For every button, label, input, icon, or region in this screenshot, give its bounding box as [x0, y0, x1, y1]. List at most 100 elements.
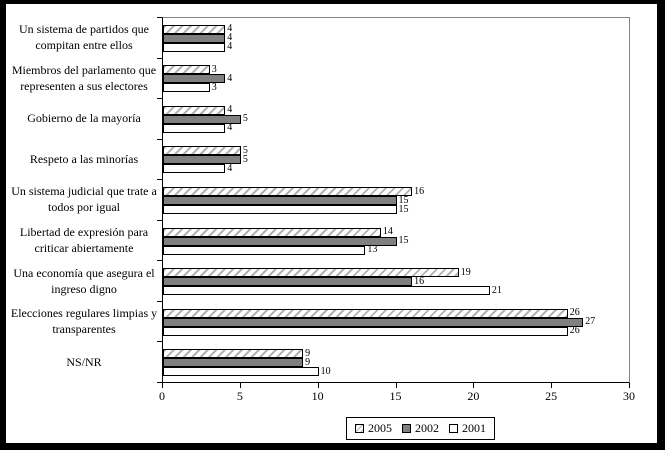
bar-2005-cat7: 26: [163, 308, 580, 318]
legend-item-2005: 2005: [355, 422, 392, 435]
bar-value-label: 10: [320, 365, 331, 377]
bar-value-label: 26: [569, 307, 580, 319]
bar-2002-cat0: 4: [163, 33, 232, 43]
category-label: Un sistema judicial que trate a todos po…: [11, 184, 157, 215]
bar-value-label: 5: [242, 144, 248, 156]
plot-area: 4 4 4 3 4 3 4 5 4 5 5 4 16 15 15 14 15 13 19 16 21 26 27 26 9 9 10: [162, 17, 630, 383]
bar-2001-cat5: 13: [163, 245, 377, 255]
category-label: Una economía que asegura el ingreso dign…: [13, 265, 155, 296]
category-label: NS/NR: [66, 354, 102, 369]
x-tick-label: 25: [545, 389, 558, 403]
bar-2005-cat3: 5: [163, 145, 248, 156]
legend-label: 2002: [415, 421, 439, 435]
x-axis-tick: [162, 383, 163, 388]
bar-value-label: 9: [305, 356, 311, 368]
bar-2002-cat6: 16: [163, 276, 424, 287]
bar-2001-cat4: 15: [163, 204, 409, 214]
bar-2001-cat1: 3: [163, 82, 217, 93]
bar-2005-cat4: 16: [163, 186, 424, 196]
bar-2002-cat5: 15: [163, 236, 409, 246]
bar-value-label: 5: [242, 153, 248, 165]
x-axis-tick: [551, 383, 553, 388]
bar-2002-cat8: 9: [163, 357, 310, 368]
bar-value-label: 15: [398, 203, 409, 215]
legend-item-2001: 2001: [449, 422, 486, 435]
bar-value-label: 15: [398, 194, 409, 206]
category-label: Gobierno de la mayoría: [27, 111, 141, 126]
bar-value-label: 4: [227, 72, 233, 84]
legend-item-2002: 2002: [402, 422, 439, 435]
bar-2002-cat7: 27: [163, 317, 595, 327]
bar-value-label: 4: [227, 162, 233, 174]
x-tick-label: 5: [236, 389, 243, 403]
bar-2002-cat1: 4: [163, 73, 232, 84]
bar-value-label: 21: [491, 284, 502, 296]
category-label: Elecciones regulares limpias y transpare…: [10, 306, 158, 337]
bar-value-label: 9: [305, 347, 311, 359]
bar-2005-cat8: 9: [163, 348, 310, 359]
x-axis-tick: [629, 383, 630, 388]
chart-area: Un sistema de partidos que compitan entr…: [6, 4, 657, 443]
x-tick-label: 20: [467, 389, 480, 403]
x-axis-tick: [317, 383, 319, 388]
category-label: Un sistema de partidos que compitan entr…: [19, 22, 149, 53]
category-axis-tick: [157, 382, 162, 383]
bar-2005-cat2: 4: [163, 105, 232, 115]
category-axis-tick: [157, 219, 162, 221]
bar-value-label: 16: [414, 275, 425, 287]
bar-value-label: 4: [227, 23, 233, 35]
bar-2002-cat4: 15: [163, 195, 409, 205]
bar-2005-cat1: 3: [163, 64, 217, 75]
legend-label: 2001: [462, 421, 486, 435]
bar-2001-cat3: 4: [163, 163, 232, 174]
category-axis-tick: [157, 341, 162, 343]
category-label: Miembros del parlamento que representen …: [11, 62, 157, 93]
category-axis-tick: [157, 17, 162, 18]
bar-value-label: 27: [585, 316, 596, 328]
bar-value-label: 3: [211, 63, 217, 75]
bar-value-label: 14: [382, 226, 393, 238]
bar-2002-cat2: 5: [163, 114, 248, 124]
bar-value-label: 13: [367, 244, 378, 256]
bar-2001-cat8: 10: [163, 366, 331, 377]
category-axis-tick: [157, 179, 162, 181]
bar-value-label: 19: [460, 266, 471, 278]
category-axis-tick: [157, 57, 162, 59]
bar-value-label: 15: [398, 235, 409, 247]
category-axis-tick: [157, 260, 162, 262]
category-axis-tick: [157, 300, 162, 302]
bar-value-label: 16: [414, 185, 425, 197]
legend-label: 2005: [368, 421, 392, 435]
category-label: Libertad de expresión para criticar abie…: [19, 225, 149, 256]
bar-2001-cat0: 4: [163, 42, 232, 52]
bar-value-label: 4: [227, 122, 233, 134]
x-axis-tick: [395, 383, 397, 388]
bar-2005-cat6: 19: [163, 267, 471, 278]
bar-2005-cat0: 4: [163, 24, 232, 34]
category-axis-tick: [157, 98, 162, 100]
legend-swatch-white: [449, 424, 458, 433]
bar-value-label: 4: [227, 41, 233, 53]
legend-swatch-solid-gray: [402, 424, 411, 433]
category-axis-tick: [157, 138, 162, 140]
category-label: Respeto a las minorías: [29, 151, 139, 166]
x-tick-label: 0: [159, 389, 165, 403]
bar-2005-cat5: 14: [163, 227, 393, 237]
bar-2001-cat2: 4: [163, 123, 232, 133]
bar-value-label: 26: [569, 325, 580, 337]
bar-2001-cat7: 26: [163, 326, 580, 336]
bar-value-label: 4: [227, 104, 233, 116]
legend: 2005 2002 2001: [346, 417, 495, 440]
x-axis-tick: [473, 383, 475, 388]
bar-value-label: 5: [242, 113, 248, 125]
x-axis-tick: [239, 383, 241, 388]
x-tick-label: 30: [623, 389, 635, 403]
bar-value-label: 4: [227, 32, 233, 44]
legend-swatch-hatched: [355, 424, 364, 433]
bar-2001-cat6: 21: [163, 285, 502, 296]
x-tick-label: 10: [311, 389, 324, 403]
x-tick-label: 15: [389, 389, 402, 403]
bar-2002-cat3: 5: [163, 154, 248, 165]
bar-value-label: 3: [211, 81, 217, 93]
